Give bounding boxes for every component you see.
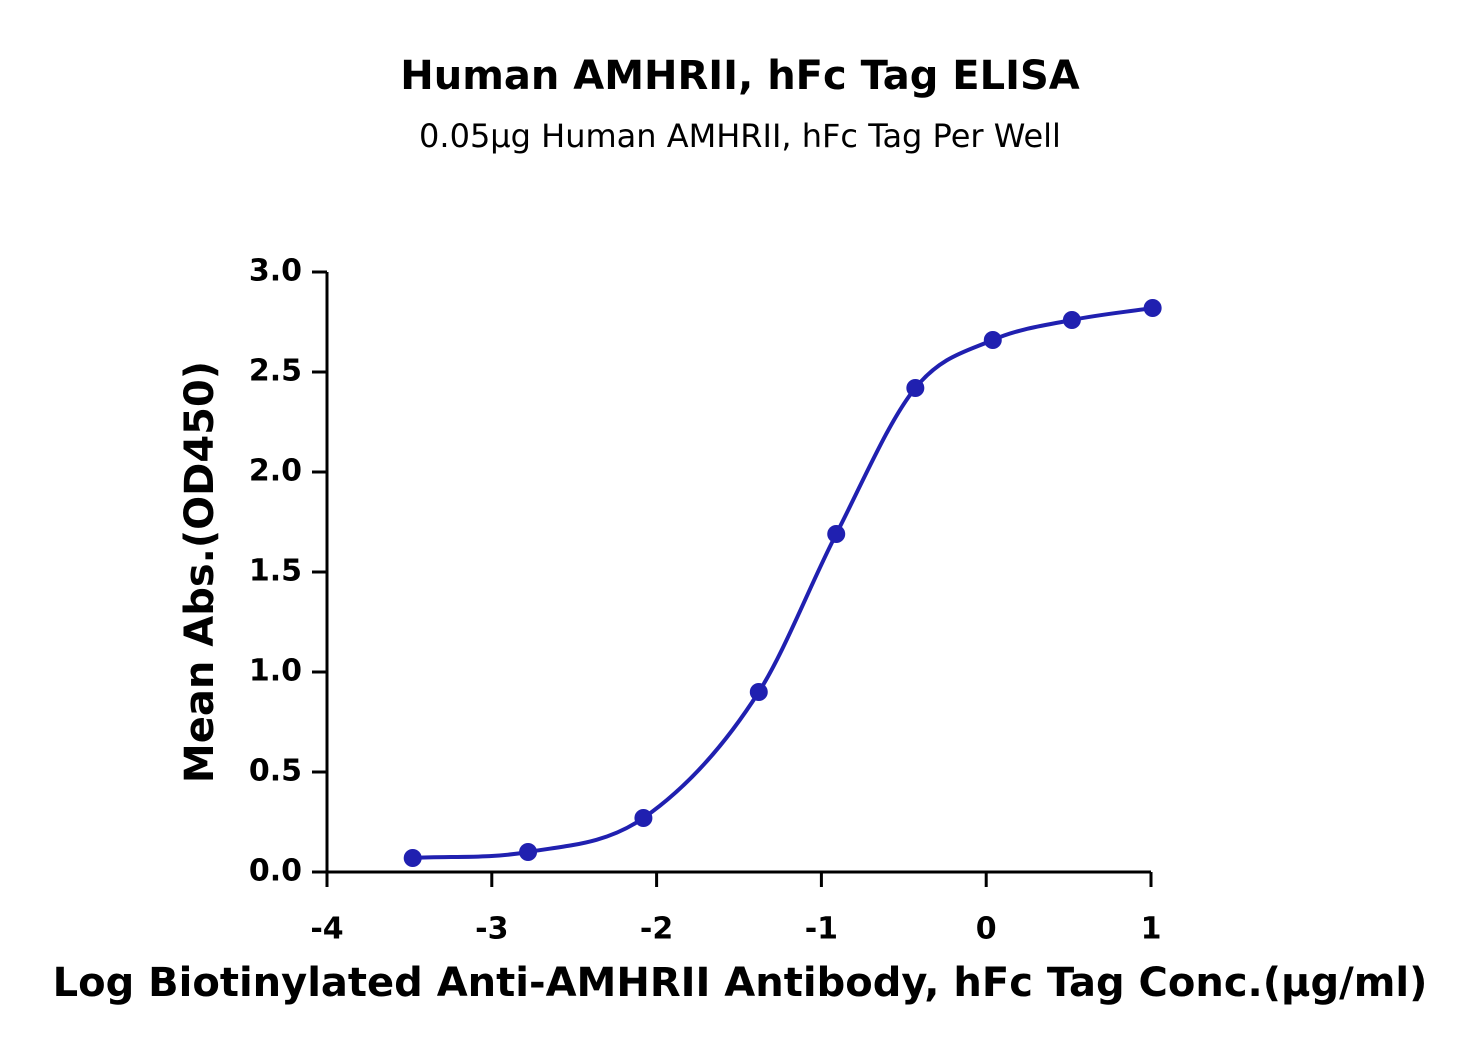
x-tick-label: -3 bbox=[475, 912, 508, 947]
y-tick-label: 1.5 bbox=[249, 554, 302, 589]
data-point bbox=[906, 379, 925, 397]
data-point bbox=[1062, 311, 1081, 329]
x-tick-label: 0 bbox=[976, 912, 997, 947]
x-tick-label: -1 bbox=[805, 912, 838, 947]
fit-curve bbox=[412, 306, 1153, 860]
chart-title: Human AMHRII, hFc Tag ELISA bbox=[400, 53, 1080, 99]
y-tick-label: 2.0 bbox=[249, 454, 302, 489]
y-tick-label: 0.5 bbox=[249, 754, 302, 789]
data-point bbox=[983, 331, 1002, 349]
y-tick-label: 0.0 bbox=[249, 854, 302, 889]
x-axis-label: Log Biotinylated Anti-AMHRII Antibody, h… bbox=[53, 960, 1428, 1006]
data-point bbox=[827, 525, 846, 543]
x-tick-label: -4 bbox=[310, 912, 343, 947]
x-tick-label: 1 bbox=[1141, 912, 1162, 947]
y-axis-label: Mean Abs.(OD450) bbox=[177, 361, 223, 783]
chart-subtitle: 0.05μg Human AMHRII, hFc Tag Per Well bbox=[419, 117, 1061, 155]
data-point bbox=[519, 843, 538, 861]
x-tick-label: -2 bbox=[640, 912, 673, 947]
data-point bbox=[403, 849, 422, 867]
y-tick-label: 3.0 bbox=[249, 254, 302, 289]
y-tick-label: 1.0 bbox=[249, 654, 302, 689]
data-point bbox=[634, 809, 653, 827]
y-tick-label: 2.5 bbox=[249, 354, 302, 389]
data-point bbox=[749, 683, 768, 701]
data-point bbox=[1143, 299, 1162, 317]
